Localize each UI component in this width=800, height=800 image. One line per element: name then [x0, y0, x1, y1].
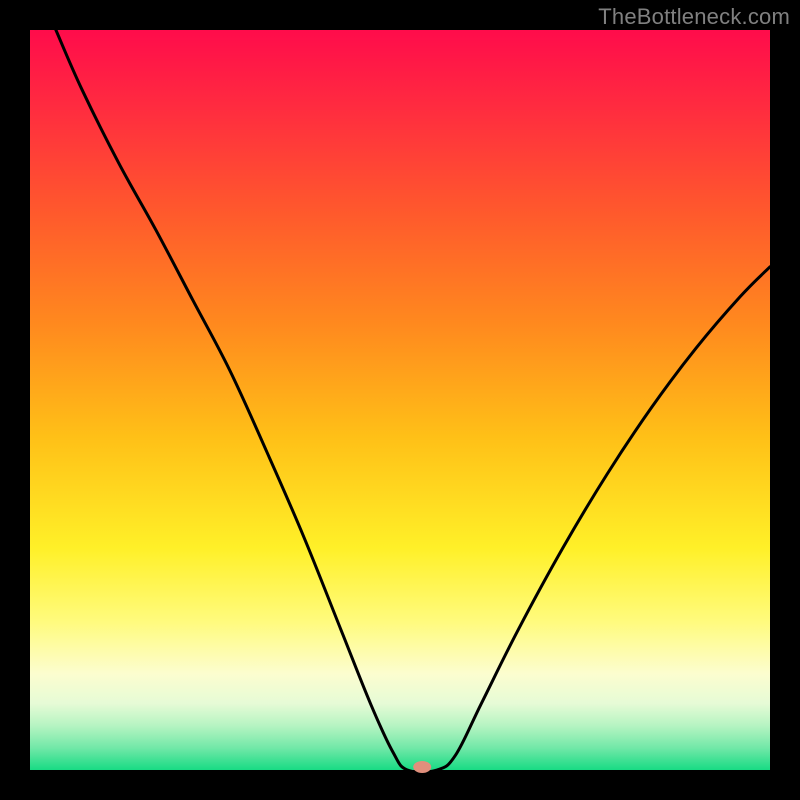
- watermark-text: TheBottleneck.com: [598, 4, 790, 30]
- optimum-marker: [413, 761, 431, 773]
- plot-background: [30, 30, 770, 770]
- bottleneck-chart: [0, 0, 800, 800]
- chart-container: TheBottleneck.com: [0, 0, 800, 800]
